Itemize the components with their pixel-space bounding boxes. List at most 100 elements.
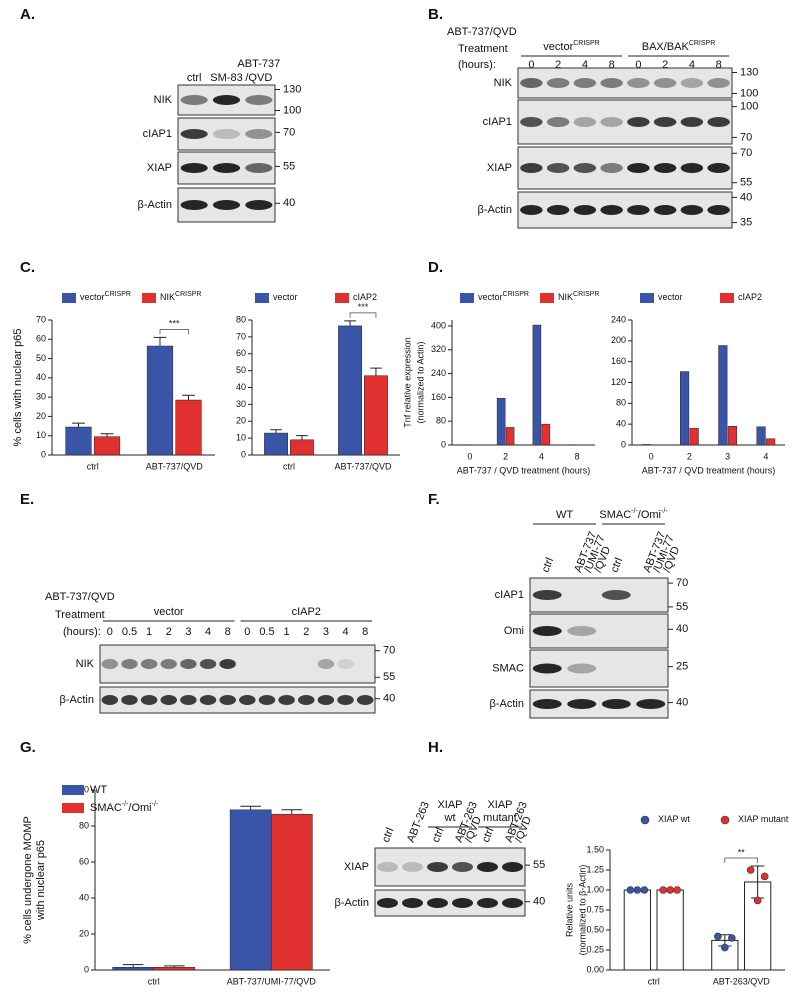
row-label: β-Actin: [60, 694, 94, 706]
y-tick-label: 0.25: [586, 944, 604, 954]
panel-label: E.: [20, 491, 34, 508]
group-label: mutant: [483, 812, 517, 824]
band: [356, 695, 374, 705]
mw-label: 100: [283, 104, 301, 116]
y-axis-label: (normalized to β-Actin): [577, 865, 587, 956]
band: [707, 205, 730, 215]
band: [258, 695, 276, 705]
band: [427, 898, 448, 908]
y-tick-label: 0: [621, 439, 626, 449]
band: [502, 862, 523, 872]
group-label: vector: [154, 606, 184, 618]
band: [477, 898, 498, 908]
band: [546, 78, 570, 88]
text-part: XIAP wt: [658, 814, 690, 824]
significance-label: **: [738, 847, 746, 857]
row-label: SMAC: [492, 662, 524, 674]
band: [101, 659, 119, 669]
text-part: -/-: [661, 508, 668, 515]
legend-swatch: [460, 293, 474, 303]
lane-label: ABT-737: [237, 58, 280, 70]
mw-label: 100: [740, 87, 758, 99]
legend-label: vectorCRISPR: [80, 291, 131, 302]
error-bar: [281, 809, 303, 815]
panel-label: B.: [428, 6, 443, 23]
text-part: CRISPR: [105, 291, 131, 298]
band: [680, 163, 704, 173]
bar: [146, 345, 174, 456]
band: [546, 205, 570, 215]
band: [520, 205, 543, 215]
band: [627, 78, 650, 88]
y-tick-label: 20: [36, 411, 46, 421]
x-tick-label: ABT-737/QVD: [146, 461, 204, 471]
lane-label: 4: [689, 59, 695, 71]
blot-header: ABT-737/QVD: [45, 591, 115, 603]
lane-label: ctrl: [430, 826, 447, 844]
blot-header: (hours):: [458, 59, 496, 71]
band: [140, 695, 158, 705]
band: [337, 659, 354, 669]
text-part: vector: [154, 606, 184, 618]
band: [245, 163, 273, 173]
legend-label: NIKCRISPR: [558, 291, 599, 302]
y-axis-label: (normalized to Actin): [415, 341, 425, 423]
lane-label: ctrl: [187, 72, 202, 84]
legend-label: cIAP2: [353, 292, 377, 302]
y-tick-label: 0.00: [586, 964, 604, 974]
group-label: WT: [556, 509, 573, 521]
legend-swatch: [62, 785, 84, 795]
y-tick-label: 10: [236, 433, 246, 443]
error-bar: [100, 433, 114, 437]
data-point: [673, 886, 681, 894]
bar: [153, 967, 196, 971]
blot-strip: [374, 847, 526, 887]
band: [239, 695, 256, 705]
data-point: [626, 886, 635, 894]
y-tick-label: 70: [236, 331, 246, 341]
bar: [727, 426, 737, 446]
band: [601, 699, 631, 709]
legend-label: NIKCRISPR: [160, 291, 201, 302]
band: [627, 205, 650, 215]
data-point: [640, 886, 649, 894]
row-label: cIAP1: [495, 589, 524, 601]
data-point: [714, 932, 722, 941]
legend-label: XIAP wt: [658, 814, 690, 824]
band: [101, 695, 119, 705]
band: [567, 699, 597, 709]
data-point: [666, 886, 674, 894]
legend-swatch: [62, 803, 84, 813]
y-tick-label: 240: [611, 314, 626, 324]
mw-label: 70: [676, 577, 688, 589]
x-tick-label: 2: [687, 451, 692, 461]
band: [180, 129, 208, 139]
x-tick-label: ctrl: [148, 976, 160, 986]
bar: [623, 889, 651, 971]
text-part: vector: [478, 292, 503, 302]
legend-label: cIAP2: [738, 292, 762, 302]
band: [601, 590, 631, 600]
band: [520, 78, 543, 88]
blot-header: Treatment: [55, 609, 105, 621]
lane-label: 8: [362, 626, 368, 638]
text-part: WT: [556, 509, 573, 521]
lane-label: 3: [323, 626, 329, 638]
panel-label: A.: [20, 6, 35, 23]
band: [567, 626, 597, 636]
significance-bracket: [349, 312, 377, 318]
data-point: [753, 896, 762, 905]
y-tick-label: 0: [441, 439, 446, 449]
y-tick-label: 240: [431, 368, 446, 378]
bar: [290, 439, 314, 456]
y-axis-label: % cells with nuclear p65: [12, 328, 24, 446]
error-bar: [240, 805, 261, 810]
lane-label: 2: [166, 626, 172, 638]
lane-label: ctrl: [380, 826, 397, 844]
lane-label: 2: [662, 59, 668, 71]
blot-header: Treatment: [458, 43, 508, 55]
legend-label: WT: [90, 784, 107, 796]
bar: [93, 436, 121, 456]
group-label: wt: [444, 812, 456, 824]
bar: [496, 398, 506, 446]
